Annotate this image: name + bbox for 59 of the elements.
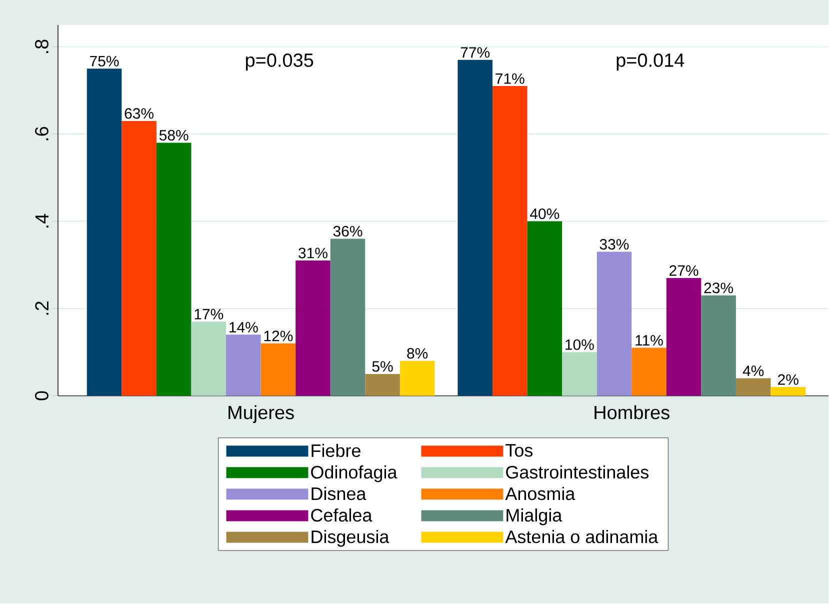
- data-label: 58%: [159, 130, 188, 141]
- legend-label: Odinofagia: [311, 466, 398, 482]
- data-label: 11%: [636, 335, 663, 346]
- legend-label: Cefalea: [311, 508, 372, 522]
- bar: [330, 238, 366, 396]
- data-label: 33%: [600, 239, 629, 250]
- y-tick-label: .6: [34, 127, 48, 140]
- legend-label: Fiebre: [312, 444, 360, 458]
- data-label: 12%: [264, 330, 293, 342]
- data-label: 63%: [124, 108, 154, 119]
- bar: [296, 260, 330, 396]
- data-label: 5%: [372, 361, 393, 372]
- legend-label: Astenia o adinamia: [505, 530, 658, 544]
- data-label: 71%: [496, 74, 524, 84]
- x-tick-label: Hombres: [594, 405, 670, 420]
- data-label: 14%: [230, 322, 258, 333]
- bar: [666, 278, 702, 396]
- annotation: p=0.014: [616, 54, 684, 71]
- bar: [562, 352, 597, 396]
- bar: [492, 86, 528, 396]
- bar: [191, 322, 226, 396]
- bar: [260, 344, 296, 396]
- data-label: 8%: [407, 348, 428, 359]
- legend-label: Gastrointestinales: [506, 466, 649, 479]
- data-label: 17%: [194, 309, 224, 320]
- y-tick-label: .8: [34, 40, 48, 54]
- bar: [736, 378, 771, 396]
- bar: [701, 296, 736, 396]
- bar: [86, 68, 122, 396]
- y-tick-label: .2: [35, 302, 48, 315]
- legend-label: Mialgia: [506, 508, 562, 526]
- data-label: 2%: [778, 374, 798, 386]
- bar: [365, 374, 400, 396]
- legend-label: Disnea: [312, 487, 366, 500]
- bar: [527, 221, 562, 396]
- bar: [458, 60, 492, 396]
- legend-label: Anosmia: [505, 487, 576, 500]
- data-label: 23%: [704, 282, 734, 294]
- data-label: 36%: [333, 226, 362, 237]
- bar: [596, 252, 632, 396]
- y-tick-label: .4: [35, 214, 48, 228]
- bar: [400, 361, 435, 396]
- data-label: 4%: [742, 366, 764, 376]
- legend-label: Tos: [506, 444, 533, 457]
- data-label: 75%: [90, 56, 119, 67]
- y-tick-label: 0: [34, 391, 48, 400]
- data-label: 10%: [566, 340, 594, 350]
- legend-label: Disgeusia: [312, 530, 390, 547]
- x-tick-label: Mujeres: [228, 405, 294, 424]
- annotation: p=0.035: [246, 54, 314, 71]
- bar: [632, 348, 666, 396]
- data-label: 31%: [298, 248, 328, 259]
- bar: [770, 387, 806, 396]
- data-label: 27%: [670, 265, 698, 276]
- bar: [156, 142, 192, 396]
- bar: [226, 334, 261, 396]
- data-label: 40%: [530, 208, 560, 220]
- data-label: 77%: [460, 47, 490, 58]
- bar: [122, 121, 156, 396]
